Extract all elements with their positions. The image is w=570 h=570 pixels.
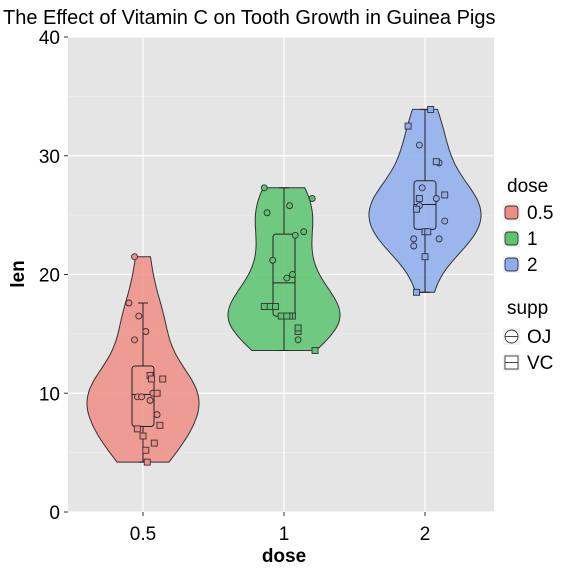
point-oj — [260, 184, 268, 192]
point-oj — [142, 328, 150, 335]
point-oj — [410, 242, 418, 250]
point-oj — [435, 235, 443, 243]
point-oj — [418, 184, 426, 192]
point-vc — [266, 303, 274, 311]
legend-title-dose: dose — [507, 176, 548, 197]
point-oj — [138, 393, 146, 401]
point-vc — [150, 439, 158, 447]
x-axis-ticks: 0.5 1 2 — [130, 512, 431, 545]
y-tick-label: 30 — [39, 147, 60, 168]
point-vc — [432, 158, 440, 166]
y-tick-label: 0 — [49, 503, 60, 524]
point-oj — [294, 336, 302, 344]
point-vc — [139, 432, 147, 440]
point-oj — [146, 396, 154, 404]
violin-2 — [368, 108, 482, 293]
jitter-points — [125, 105, 449, 466]
point-oj — [269, 256, 277, 264]
legend-label-supp: VC — [527, 353, 553, 374]
y-tick-label: 10 — [39, 384, 60, 405]
point-vc — [153, 389, 161, 397]
x-tick-label: 2 — [420, 524, 431, 545]
point-oj — [153, 411, 161, 419]
point-vc — [294, 324, 302, 332]
legend-label-dose: 1 — [527, 229, 538, 250]
point-vc — [260, 303, 268, 311]
legend-label-dose: 2 — [527, 255, 538, 276]
legend-label-supp: OJ — [527, 327, 551, 348]
point-vc — [272, 303, 279, 311]
point-oj — [432, 195, 440, 202]
point-oj — [289, 271, 296, 278]
point-vc — [413, 205, 420, 213]
point-vc — [404, 122, 412, 130]
point-vc — [148, 375, 155, 383]
point-oj — [291, 231, 299, 239]
point-vc — [143, 458, 151, 466]
point-oj — [300, 228, 308, 236]
y-axis-ticks: 0 10 20 30 40 — [39, 28, 68, 524]
y-tick-label: 20 — [39, 266, 60, 287]
point-vc — [283, 312, 291, 320]
point-oj — [283, 274, 291, 282]
point-oj — [308, 195, 316, 202]
point-vc — [441, 191, 449, 199]
point-vc — [311, 347, 319, 354]
legend-key-dose-0.5 — [504, 205, 519, 220]
x-tick-label: 1 — [279, 524, 290, 545]
point-vc — [133, 425, 141, 433]
chart-title: The Effect of Vitamin C on Tooth Growth … — [3, 7, 496, 29]
point-oj — [415, 141, 423, 149]
point-vc — [413, 288, 420, 296]
x-tick-label: 0.5 — [130, 524, 156, 545]
point-oj — [135, 312, 143, 320]
point-oj — [441, 217, 449, 225]
y-tick-label: 40 — [39, 28, 60, 49]
point-oj — [263, 209, 271, 217]
point-oj — [286, 202, 294, 210]
point-oj — [125, 299, 133, 307]
point-vc — [142, 446, 150, 454]
point-vc — [427, 105, 435, 113]
legend-key-dose-1 — [504, 231, 519, 246]
x-axis-label: dose — [262, 546, 306, 567]
legend-label-dose: 0.5 — [527, 203, 553, 224]
point-oj — [131, 253, 138, 261]
legend: dose 0.5 1 2 supp OJ VC — [503, 176, 553, 374]
point-vc — [277, 312, 285, 320]
legend-key-dose-2 — [504, 257, 519, 272]
point-oj — [410, 235, 418, 243]
point-vc — [415, 195, 423, 202]
y-axis-label: len — [8, 260, 29, 287]
point-vc — [424, 228, 432, 236]
point-oj — [131, 336, 138, 344]
point-vc — [421, 253, 429, 261]
legend-title-supp: supp — [507, 298, 548, 319]
point-vc — [156, 421, 164, 429]
point-vc — [159, 375, 167, 383]
